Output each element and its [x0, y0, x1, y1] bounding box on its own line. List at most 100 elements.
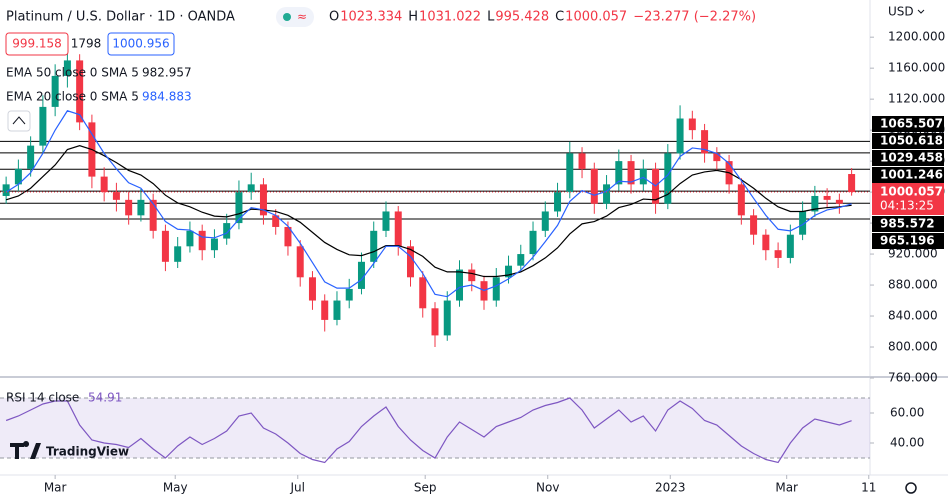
ohlc-value: 1023.334 — [340, 10, 402, 25]
settings-icon[interactable] — [905, 482, 917, 494]
sell-box[interactable] — [5, 32, 69, 56]
candle-body — [357, 261, 365, 289]
candle-body — [566, 153, 574, 193]
candle-body — [161, 230, 169, 262]
candle-body — [235, 192, 243, 224]
candle-body — [541, 211, 549, 231]
candle-body — [76, 60, 84, 123]
currency[interactable]: USD — [888, 5, 914, 19]
candle-body — [27, 145, 35, 169]
market-open-dot — [283, 13, 291, 21]
candle-body — [186, 230, 194, 247]
candle-body — [149, 199, 157, 231]
candle-body — [701, 130, 709, 154]
ema50-legend[interactable]: EMA 50 close 0 SMA 5 — [6, 66, 139, 80]
price-pane: 760.000800.000840.000880.000920.000960.0… — [0, 30, 945, 495]
rsi-tick-label: 40.00 — [890, 436, 924, 450]
candle-body — [468, 269, 476, 282]
time-tick-label: Mar — [775, 481, 798, 495]
candle-body — [259, 184, 267, 216]
candle-body — [774, 250, 782, 258]
price-tick-label: 1120.000 — [888, 92, 945, 106]
level-label-bg — [872, 216, 944, 232]
candle-body — [505, 265, 513, 278]
logo-icon — [10, 441, 41, 459]
candle-body — [198, 230, 206, 251]
candle-body — [492, 277, 500, 301]
candle-body — [210, 238, 218, 251]
ask-price: 1000.956 — [112, 37, 169, 51]
candle-body — [750, 215, 758, 235]
candle-body — [848, 174, 856, 193]
bid-price: 999.158 — [12, 37, 62, 51]
candle-body — [823, 195, 831, 200]
candle-body — [137, 199, 145, 216]
candle-body — [603, 184, 611, 204]
candle-body — [2, 184, 10, 196]
candle-body — [529, 230, 537, 255]
ohlc-value: 995.428 — [495, 10, 549, 25]
candle-body — [578, 153, 586, 169]
time-tick-label: Sep — [414, 481, 437, 495]
candle-body — [51, 75, 59, 107]
candle-body — [590, 168, 598, 204]
rsi-tick-label: 60.00 — [890, 406, 924, 420]
time-tick-label: 2023 — [655, 481, 686, 495]
candle-body — [394, 211, 402, 247]
level-label: 1065.507 — [880, 117, 943, 131]
collapse-button[interactable] — [7, 110, 31, 132]
candle-body — [419, 277, 427, 309]
candle-body — [517, 254, 525, 266]
currency-caret — [917, 9, 925, 14]
collapse-icon — [12, 116, 26, 125]
symbol-title[interactable]: Platinum / U.S. Dollar · 1D · OANDA — [6, 10, 235, 25]
candle-body — [112, 192, 120, 200]
bar-countdown: 04:13:25 — [880, 199, 934, 213]
rsi-band — [0, 398, 870, 458]
candle-body — [223, 223, 231, 239]
ohlc-label: C — [555, 10, 564, 25]
candle-body — [443, 300, 451, 336]
level-label: 985.572 — [880, 217, 935, 231]
price-tick-label: 1200.000 — [888, 30, 945, 44]
candle-body — [811, 195, 819, 212]
rsi-legend[interactable]: RSI 14 close — [6, 391, 79, 405]
candle-body — [63, 60, 71, 76]
time-tick-label: Nov — [536, 481, 559, 495]
rsi-value: 54.91 — [88, 391, 122, 405]
level-label-bg — [872, 133, 944, 149]
spread: 1798 — [71, 37, 102, 51]
candle-body — [247, 184, 255, 193]
status-icons[interactable] — [276, 7, 314, 27]
candle-body — [762, 234, 770, 251]
candle-body — [676, 118, 684, 154]
candle-body — [174, 246, 182, 262]
candle-body — [835, 199, 843, 204]
logo-text[interactable]: TradingView — [46, 445, 129, 459]
price-tick-label: 920.000 — [888, 247, 938, 261]
price-tick-label: 760.000 — [888, 371, 938, 385]
candle-body — [14, 168, 22, 185]
ohlc-label: L — [487, 10, 495, 25]
ema20-legend[interactable]: EMA 20 close 0 SMA 5 — [6, 90, 139, 104]
ohlc-label: O — [329, 10, 339, 25]
candle-body — [688, 118, 696, 131]
last-price-label: 1000.057 — [880, 185, 943, 199]
time-tick-label: May — [163, 481, 188, 495]
buy-box[interactable] — [107, 32, 175, 56]
candle-body — [308, 277, 316, 301]
level-label: 1029.458 — [880, 151, 943, 165]
candle-body — [431, 308, 439, 336]
level-label-bg — [872, 233, 944, 249]
ohlc-value: 1031.022 — [419, 10, 481, 25]
ohlc-label: H — [408, 10, 418, 25]
level-label: 965.196 — [880, 234, 935, 248]
time-tick-label: Mar — [44, 481, 67, 495]
ohlc-row: O 1023.334 H 1031.022 L 995.428 C 1000.057 −23.2… — [329, 10, 756, 25]
price-tick-label: 840.000 — [888, 309, 938, 323]
ohlc-value: 1000.057 — [565, 10, 627, 25]
level-label: 1001.246 — [880, 168, 943, 182]
candle-body — [100, 176, 108, 193]
